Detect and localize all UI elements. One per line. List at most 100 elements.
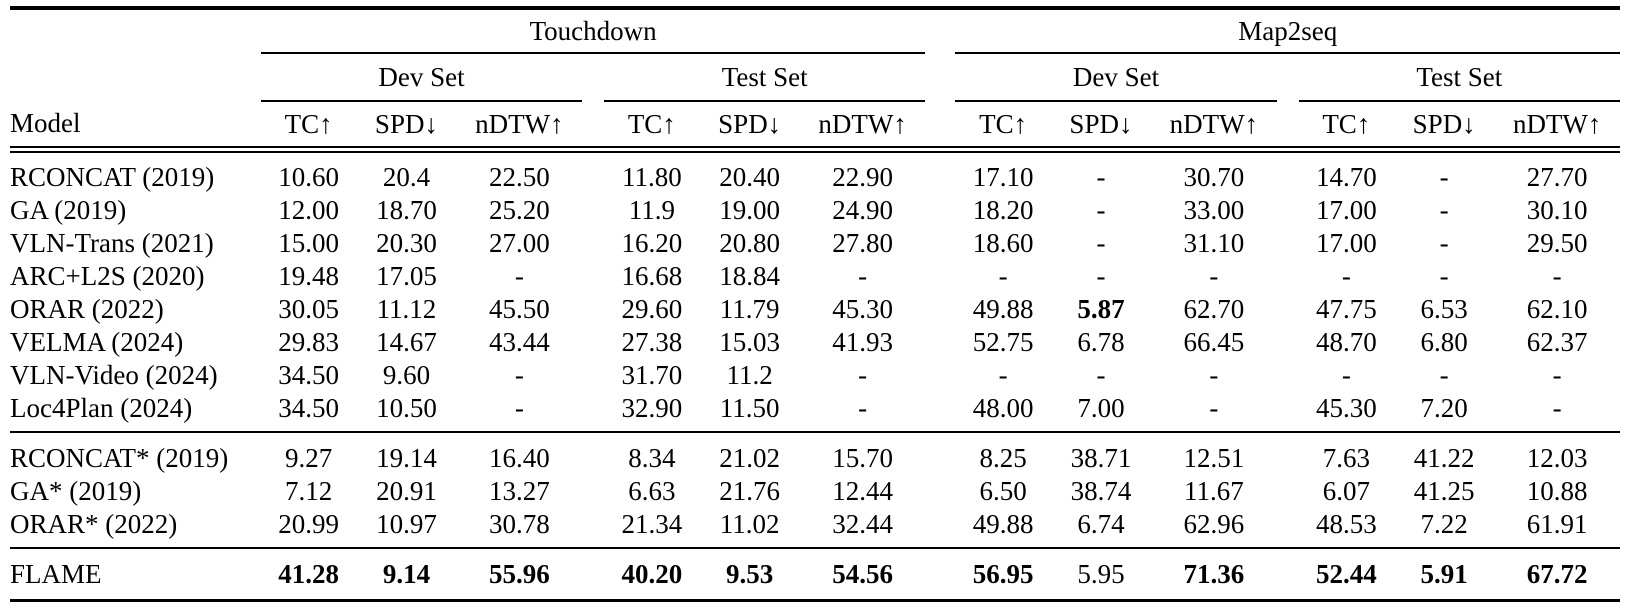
metric-value: - [1439,360,1449,390]
metric-header-tc: TC↑ [1322,108,1371,139]
metric-value: 17.00 [1315,195,1377,225]
model-name: ORAR (2022) [10,294,164,324]
metric-value: 40.20 [621,559,683,589]
column-gap [925,359,955,392]
metric-value: 6.78 [1077,327,1125,357]
metric-value: 9.14 [382,559,431,589]
metric-value: 71.36 [1183,559,1245,589]
column-gap [925,442,955,475]
model-name: RCONCAT (2019) [10,162,215,192]
metric-header-tc: TC↑ [284,108,333,139]
metric-value: 25.20 [488,195,550,225]
metric-value: 7.63 [1322,443,1370,473]
metric-value: 30.10 [1526,195,1588,225]
table-row: ARC+L2S (2020) 19.48 17.05 - 16.68 18.84 - - - - -… [10,260,1620,293]
metric-value: 11.79 [719,294,780,324]
column-gap [582,227,604,260]
metric-value: 6.80 [1420,327,1468,357]
metric-value: 62.70 [1183,294,1245,324]
metric-value: 27.70 [1526,162,1588,192]
metric-value: 11.67 [1183,476,1244,506]
metric-value: 5.91 [1420,559,1468,589]
table-row: VLN-Trans (2021) 15.00 20.30 27.00 16.20 20.8… [10,227,1620,260]
metric-value: 21.02 [719,443,781,473]
metric-value: 52.75 [972,327,1034,357]
metric-header-ndtw: nDTW↑ [1512,108,1602,139]
metric-value: 9.27 [284,443,333,473]
metric-header-ndtw: nDTW↑ [818,108,907,139]
metric-value: 67.72 [1526,559,1588,589]
empty-corner-cell [10,8,261,53]
metric-header-ndtw: nDTW↑ [1169,108,1259,139]
metric-value: 10.60 [278,162,339,192]
metric-value: 32.44 [832,509,893,539]
metric-value: 49.88 [972,294,1034,324]
metric-value: 22.90 [832,162,893,192]
metric-value: - [1209,360,1219,390]
table-row: VLN-Video (2024) 34.50 9.60 - 31.70 11.2 - - - - -… [10,359,1620,392]
metric-value: 9.53 [726,559,774,589]
column-gap [582,392,604,425]
column-gap [925,101,955,147]
metric-value: 56.95 [972,559,1034,589]
metric-value: 29.60 [621,294,683,324]
metric-value: - [1552,393,1562,423]
metric-value: 48.70 [1315,327,1377,357]
column-gap [582,53,604,101]
metric-value: - [1096,195,1106,225]
metric-value: 6.74 [1077,509,1125,539]
metric-value: 24.90 [832,195,893,225]
column-gap [1277,293,1299,326]
metric-value: 13.27 [488,476,550,506]
column-gap [1277,475,1299,508]
metric-value: - [1096,228,1106,258]
row-spacer [10,591,1620,601]
table-row: GA* (2019) 7.12 20.91 13.27 6.63 21.76 12.44 6.… [10,475,1620,508]
double-rule-line [10,146,1620,153]
column-gap [1277,392,1299,425]
metric-value: 20.91 [376,476,437,506]
metric-value: 66.45 [1183,327,1245,357]
column-gap [925,508,955,541]
metric-header-spd: SPD↓ [1069,108,1133,139]
metric-value: 48.00 [972,393,1034,423]
metric-value: - [514,261,524,291]
set-header-touchdown-test: Test Set [604,53,926,102]
metric-value: 41.22 [1413,443,1475,473]
metric-value: 6.53 [1420,294,1468,324]
metric-value: - [1209,261,1219,291]
model-name: VLN-Video (2024) [10,360,218,390]
metric-value: 62.37 [1526,327,1588,357]
metric-value: 19.14 [376,443,437,473]
metric-value: - [1439,162,1449,192]
metric-value: 15.70 [832,443,893,473]
metric-value: 45.30 [832,294,893,324]
row-spacer-cell [10,425,1620,432]
model-name: FLAME [10,559,102,589]
metric-value: 29.83 [278,327,339,357]
row-spacer-cell [10,541,1620,548]
metric-value: 31.10 [1183,228,1245,258]
metric-value: 5.95 [1077,559,1125,589]
group-divider-line [10,431,1620,442]
table-body: RCONCAT (2019) 10.60 20.4 22.50 11.80 20.40 22… [10,152,1620,601]
metric-value: 21.76 [719,476,781,506]
column-gap [925,558,955,591]
metric-value: 16.68 [621,261,683,291]
metric-value: 14.67 [376,327,437,357]
metric-value: - [514,360,524,390]
column-gap [925,53,955,101]
group-divider-rule [10,431,1620,442]
row-spacer [10,152,1620,161]
metric-value: 45.50 [488,294,550,324]
metric-value: - [1096,162,1106,192]
metric-value: 62.10 [1526,294,1588,324]
dataset-header-row: Touchdown Map2seq [10,8,1620,54]
dataset-header-touchdown: Touchdown [260,8,926,54]
metric-value: 29.50 [1526,228,1588,258]
table-row: VELMA (2024) 29.83 14.67 43.44 27.38 15.03 41.… [10,326,1620,359]
metric-value: 11.2 [726,360,773,390]
dataset-header-map2seq: Map2seq [955,8,1620,54]
row-spacer-cell [10,152,1620,161]
metric-header-tc: TC↑ [627,108,676,139]
